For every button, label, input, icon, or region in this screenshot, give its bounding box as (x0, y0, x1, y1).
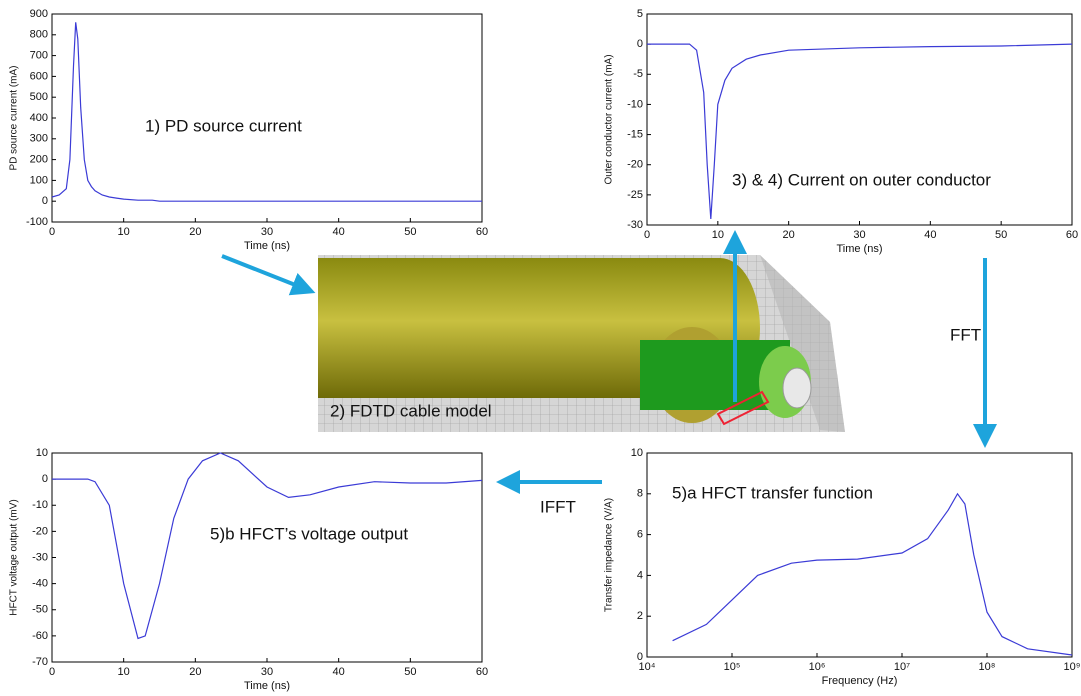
x-tick-label: 10⁷ (894, 661, 910, 673)
y-tick-label: -70 (32, 656, 48, 668)
y-tick-label: 300 (30, 133, 48, 145)
y-tick-label: -20 (627, 159, 643, 171)
y-tick-label: 8 (637, 488, 643, 500)
y-tick-label: 500 (30, 91, 48, 103)
y-tick-label: -100 (26, 216, 48, 228)
x-tick-label: 40 (333, 666, 345, 678)
chart-annotation: 5)b HFCT’s voltage output (210, 524, 408, 543)
x-tick-label: 30 (261, 666, 273, 678)
y-tick-label: -20 (32, 525, 48, 537)
y-tick-label: 10 (631, 447, 643, 459)
figure: 2) FDTD cable model FFT IFFT 01020304050… (0, 0, 1081, 696)
y-tick-label: -15 (627, 128, 643, 140)
x-tick-label: 10⁸ (979, 661, 996, 673)
y-tick-label: 6 (637, 529, 643, 541)
plot-area (52, 453, 482, 662)
x-tick-label: 10 (118, 226, 130, 238)
y-tick-label: 2 (637, 610, 643, 622)
y-tick-label: -50 (32, 604, 48, 616)
y-tick-label: 5 (637, 8, 643, 20)
y-tick-label: 200 (30, 154, 48, 166)
x-tick-label: 0 (49, 226, 55, 238)
y-tick-label: 0 (637, 651, 643, 663)
x-tick-label: 50 (404, 226, 416, 238)
chart-annotation: 5)a HFCT transfer function (672, 483, 873, 502)
y-tick-label: 0 (637, 38, 643, 50)
y-tick-label: 700 (30, 50, 48, 62)
y-axis-label: HFCT voltage output (mV) (9, 499, 20, 616)
y-tick-label: 10 (36, 447, 48, 459)
y-tick-label: 900 (30, 8, 48, 20)
x-axis-label: Frequency (Hz) (822, 675, 898, 687)
y-tick-label: 4 (637, 569, 643, 581)
y-tick-label: 100 (30, 174, 48, 186)
y-tick-label: 600 (30, 70, 48, 82)
x-tick-label: 20 (189, 666, 201, 678)
y-axis-label: Transfer impedance (V/A) (604, 498, 615, 612)
x-axis-label: Time (ns) (244, 680, 290, 692)
y-tick-label: -60 (32, 630, 48, 642)
y-tick-label: 800 (30, 29, 48, 41)
y-tick-label: -40 (32, 578, 48, 590)
x-tick-label: 60 (1066, 229, 1078, 241)
x-tick-label: 50 (995, 229, 1007, 241)
x-tick-label: 10⁵ (724, 661, 741, 673)
arrow (222, 256, 308, 290)
x-axis-label: Time (ns) (244, 240, 290, 252)
x-tick-label: 0 (49, 666, 55, 678)
chart-annotation: 3) & 4) Current on outer conductor (732, 170, 991, 189)
x-tick-label: 0 (644, 229, 650, 241)
x-tick-label: 30 (261, 226, 273, 238)
x-tick-label: 20 (783, 229, 795, 241)
x-tick-label: 60 (476, 226, 488, 238)
y-tick-label: 0 (42, 195, 48, 207)
x-axis-label: Time (ns) (836, 243, 882, 255)
model-label: 2) FDTD cable model (330, 401, 492, 420)
x-tick-label: 50 (404, 666, 416, 678)
y-tick-label: 400 (30, 112, 48, 124)
ifft-label: IFFT (540, 497, 576, 516)
x-tick-label: 10 (712, 229, 724, 241)
y-axis-label: PD source current (mA) (9, 65, 20, 170)
x-tick-label: 20 (189, 226, 201, 238)
y-tick-label: -5 (633, 68, 643, 80)
x-tick-label: 10 (118, 666, 130, 678)
x-tick-label: 40 (924, 229, 936, 241)
x-tick-label: 10⁶ (809, 661, 826, 673)
y-tick-label: -25 (627, 189, 643, 201)
y-tick-label: 0 (42, 473, 48, 485)
x-tick-label: 40 (333, 226, 345, 238)
y-tick-label: -10 (32, 499, 48, 511)
x-tick-label: 10⁹ (1064, 661, 1081, 673)
y-tick-label: -30 (32, 551, 48, 563)
x-tick-label: 60 (476, 666, 488, 678)
y-axis-label: Outer conductor current (mA) (604, 54, 615, 184)
x-tick-label: 30 (853, 229, 865, 241)
y-tick-label: -10 (627, 98, 643, 110)
y-tick-label: -30 (627, 219, 643, 231)
fft-label: FFT (950, 325, 981, 344)
chart-annotation: 1) PD source current (145, 116, 302, 135)
